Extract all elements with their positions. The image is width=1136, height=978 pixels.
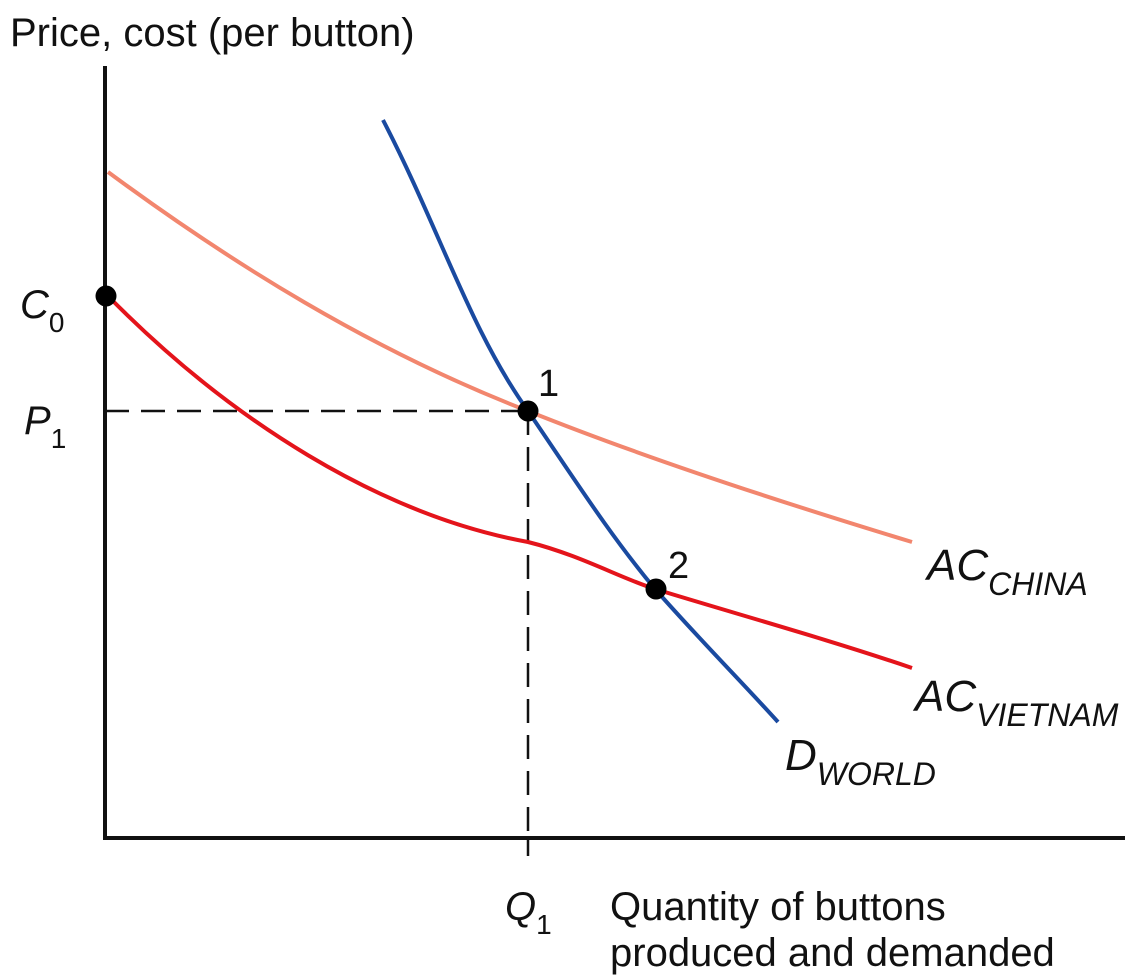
point-2-label: 2 (668, 545, 689, 587)
d-world-label-sub: WORLD (817, 756, 936, 792)
c0-label-sub: 0 (49, 307, 65, 338)
ac-china-label: ACCHINA (924, 541, 1088, 602)
p1-label-sub: 1 (51, 423, 67, 454)
q1-label-sub: 1 (536, 909, 552, 940)
c0-point (95, 285, 117, 307)
ac-china-label-sub: CHINA (988, 566, 1088, 602)
p1-label: P1 (24, 399, 66, 454)
d-world-label: DWORLD (785, 731, 936, 792)
point-1-label: 1 (538, 363, 559, 405)
ac-vietnam-label-sub: VIETNAM (976, 697, 1119, 733)
equilibrium-point-1 (517, 400, 539, 422)
p1-label-main: P (24, 399, 51, 443)
ac-vietnam-curve (106, 294, 913, 670)
d-world-curve (381, 119, 780, 724)
q1-label-main: Q (505, 885, 536, 929)
equilibrium-point-2 (645, 578, 667, 600)
q1-label: Q1 (505, 885, 552, 940)
y-axis-label: Price, cost (per button) (10, 11, 415, 55)
ac-china-curve (106, 170, 913, 544)
x-axis-label-line-1: Quantity of buttons (610, 885, 946, 929)
c0-label: C0 (20, 283, 64, 338)
c0-label-main: C (20, 283, 50, 327)
ac-vietnam-label-main: AC (912, 672, 977, 721)
x-axis-label: Quantity of buttons produced and demande… (610, 885, 1055, 975)
d-world-label-main: D (785, 731, 817, 780)
ac-vietnam-label: ACVIETNAM (912, 672, 1119, 733)
x-axis-label-line-2: produced and demanded (610, 931, 1055, 975)
ac-china-label-main: AC (924, 541, 989, 590)
